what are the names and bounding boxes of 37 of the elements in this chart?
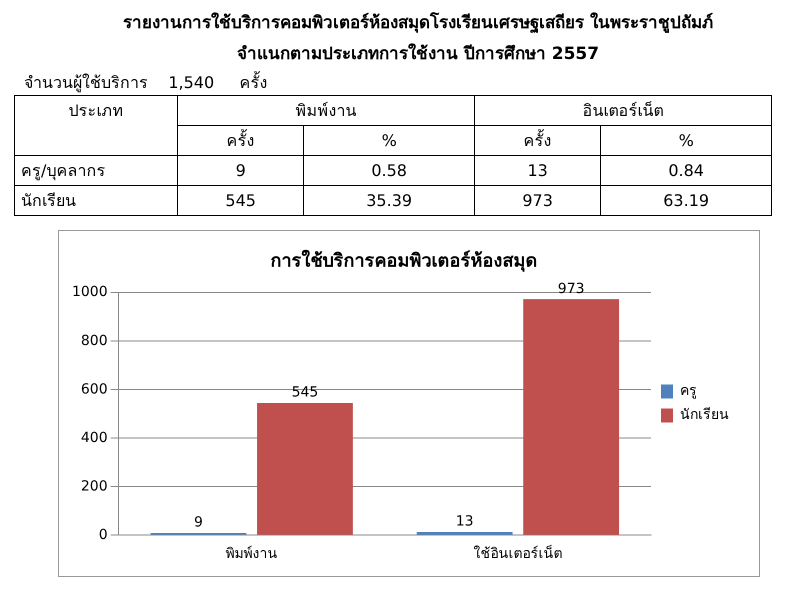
text: % [600, 126, 772, 156]
x-tick-label: ใช้อินเตอร์เน็ต [473, 544, 562, 562]
text: 13 [456, 514, 474, 530]
legend-label: นักเรียน [680, 407, 729, 424]
legend-label: ครู [680, 383, 697, 400]
text: จำแนกตามประเภทการใช้งาน ปีการศึกษา 2557 [236, 42, 600, 66]
text: 9 [194, 514, 203, 531]
text: 35.39 [304, 186, 474, 216]
text: 545 [292, 384, 318, 401]
bar [257, 402, 353, 535]
data-label: 13 [474, 156, 601, 186]
y-tick-label: 200 [80, 478, 108, 494]
y-tick-label: 600 [80, 381, 108, 398]
text: 973 [558, 280, 585, 297]
y-tick-label: 800 [80, 332, 108, 349]
y-tick-label: 1000 [72, 284, 108, 300]
data-label: 973 [474, 186, 601, 216]
text: นักเรียน [14, 186, 178, 216]
text: 63.19 [600, 186, 772, 216]
text: ครั้ง [474, 126, 601, 156]
bar [416, 532, 513, 535]
text: จำนวนผู้ใช้บริการ 1,540 ครั้ง [24, 70, 269, 94]
text: % [304, 126, 474, 156]
y-tick-label: 0 [98, 526, 108, 543]
data-label: 9 [178, 156, 304, 186]
text: 0.84 [600, 156, 772, 186]
chart-title: การใช้บริการคอมพิวเตอร์ห้องสมุด [270, 249, 538, 272]
text: อินเตอร์เน็ต [474, 96, 772, 126]
text: ครู/บุคลากร [14, 156, 178, 186]
text: รายงานการใช้บริการคอมพิวเตอร์ห้องสมุดโรงเรียนเศรษฐเสถียร ในพระราชูปถัมภ์ [122, 11, 714, 35]
bar [523, 299, 620, 535]
text: ครั้ง [178, 126, 304, 156]
data-label: 545 [178, 186, 304, 216]
y-tick-label: 400 [80, 430, 108, 446]
text: ประเภท [14, 96, 178, 156]
text: พิมพ์งาน [178, 96, 474, 126]
text: 0.58 [304, 156, 474, 186]
